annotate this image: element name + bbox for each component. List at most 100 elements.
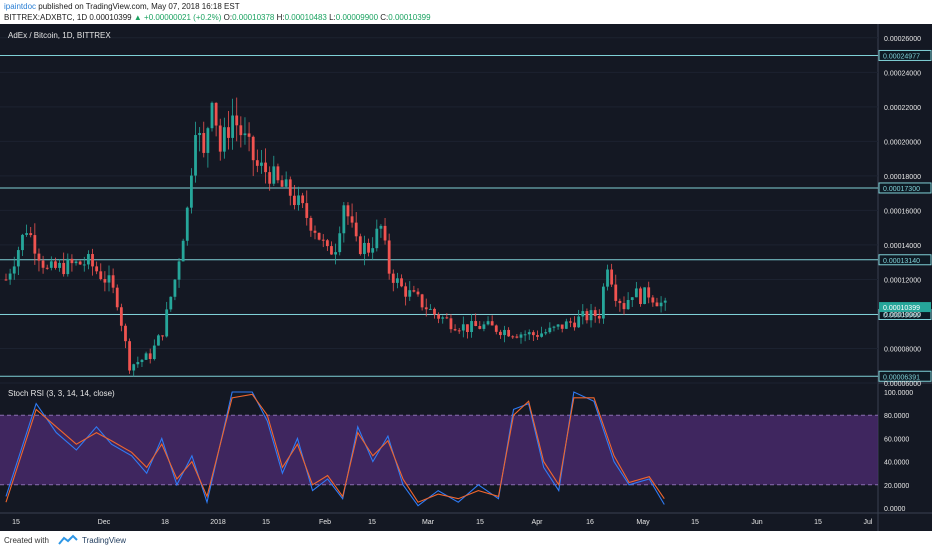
candle-body (297, 195, 300, 206)
candle-body (202, 133, 206, 153)
candle-body (358, 236, 362, 255)
candle-body (144, 353, 148, 360)
chart-header: ipaintdoc published on TradingView.com, … (0, 0, 932, 24)
brand-name[interactable]: TradingView (82, 536, 127, 545)
candle-body (260, 162, 263, 166)
candle-body (515, 336, 519, 338)
price-axis-background (878, 24, 932, 531)
candle-body (251, 136, 255, 161)
time-tick-label: Jul (864, 519, 873, 526)
low-label: L: (329, 13, 336, 22)
candle-body (548, 327, 552, 333)
candle-body (128, 341, 131, 371)
candle-body (470, 321, 473, 332)
candle-body (70, 258, 74, 264)
candle-body (214, 102, 218, 126)
candle-body (210, 102, 214, 129)
candle-body (58, 262, 61, 268)
change-arrow-icon: ▲ (133, 13, 142, 22)
price-change: +0.00000021 (+0.2%) (144, 13, 222, 22)
indicator-title: Stoch RSI (3, 3, 14, 14, close) (8, 389, 115, 398)
level-label: 0.00006391 (883, 374, 920, 381)
price-chart[interactable]: 0.00024977 0.00017300 0.00013140 0.00009969… (0, 24, 932, 531)
candle-body (313, 230, 317, 233)
candle-body (16, 250, 20, 267)
candle-body (325, 240, 329, 247)
candle-body (577, 316, 581, 328)
price-tick-label: 0.00018000 (884, 174, 921, 181)
candle-body (317, 232, 321, 240)
candle-body (639, 288, 642, 305)
candle-body (321, 239, 325, 241)
time-tick-label: 15 (368, 519, 376, 526)
candle-body (606, 269, 609, 287)
time-tick-label: 2018 (210, 519, 226, 526)
candle-body (391, 273, 395, 283)
rsi-tick-label: 80.0000 (884, 413, 909, 420)
candle-body (626, 299, 630, 310)
candle-body (227, 127, 230, 138)
open-value: 0.00010378 (232, 13, 275, 22)
candle-body (556, 324, 560, 327)
price-tick-label: 0.00012000 (884, 277, 921, 284)
last-price-label: 0.00010399 (883, 305, 920, 312)
price-tick-label: 0.00016000 (884, 208, 921, 215)
candle-body (177, 261, 181, 280)
author-link[interactable]: ipaintdoc (4, 2, 37, 11)
candle-body (276, 166, 280, 181)
time-tick-label: Dec (98, 519, 111, 526)
candle-body (309, 217, 313, 231)
candle-body (581, 311, 585, 317)
candle-body (95, 266, 99, 272)
candle-body (573, 322, 576, 328)
candle-body (437, 314, 440, 319)
candle-body (29, 233, 33, 236)
candle-body (589, 310, 593, 321)
candle-body (367, 242, 370, 253)
last-price: 0.00010399 (89, 13, 132, 22)
candle-body (87, 254, 90, 265)
candle-body (564, 321, 568, 329)
chart-title: AdEx / Bitcoin, 1D, BITTREX (8, 31, 111, 40)
rsi-tick-label: 40.0000 (884, 460, 909, 467)
candle-body (486, 321, 490, 325)
created-with-text: Created with (4, 536, 49, 545)
candle-body (181, 240, 185, 262)
candle-body (474, 321, 478, 327)
candle-body (420, 294, 424, 308)
candle-body (342, 205, 346, 234)
candle-body (4, 279, 8, 281)
candle-body (663, 300, 667, 303)
candle-body (21, 234, 24, 251)
time-tick-label: Jun (751, 519, 762, 526)
candle-body (74, 261, 78, 264)
candle-body (507, 329, 511, 337)
price-tick-label: 0.00020000 (884, 139, 921, 146)
candle-body (165, 309, 169, 337)
candle-body (597, 316, 601, 319)
candle-body (99, 271, 103, 280)
candle-body (630, 297, 634, 300)
candle-body (585, 311, 589, 321)
candle-body (115, 287, 119, 308)
candle-body (433, 308, 436, 315)
candle-body (383, 225, 387, 241)
candle-body (387, 240, 391, 274)
level-label-box (878, 49, 932, 61)
candle-body (152, 345, 156, 360)
candle-body (288, 179, 292, 196)
candle-body (523, 334, 527, 336)
candle-body (247, 133, 251, 137)
candle-body (569, 321, 572, 323)
symbol-info: BITTREX:ADXBTC, 1D 0.00010399 ▲ +0.00000… (4, 13, 431, 22)
time-tick-label: Mar (422, 519, 435, 526)
publish-text: published on TradingView.com, May 07, 20… (38, 2, 240, 11)
candle-body (268, 172, 272, 184)
candle-body (264, 162, 267, 173)
candle-body (231, 115, 234, 138)
close-value: 0.00010399 (388, 13, 431, 22)
candle-body (132, 364, 136, 371)
time-tick-label: 15 (12, 519, 20, 526)
candle-body (235, 115, 239, 126)
high-value: 0.00010483 (284, 13, 327, 22)
